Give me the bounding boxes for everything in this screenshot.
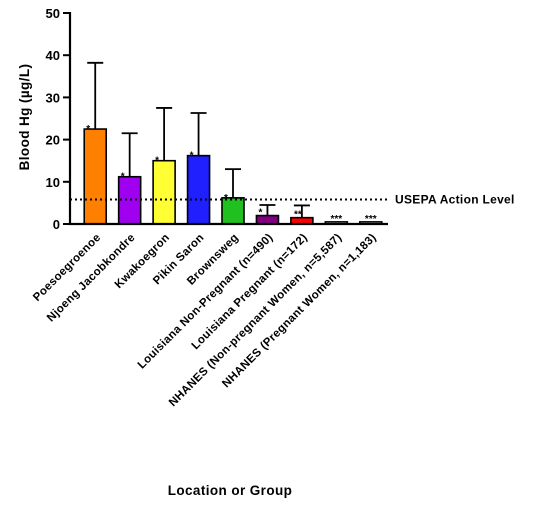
bar bbox=[152, 159, 176, 225]
significance-marker: * bbox=[121, 172, 125, 183]
significance-marker: * bbox=[258, 208, 262, 219]
significance-marker: * bbox=[190, 151, 194, 162]
y-tick-label: 0 bbox=[53, 217, 60, 232]
axes-group: 0 10 20 30 40 50 bbox=[46, 6, 388, 232]
significance-marker: * bbox=[224, 193, 228, 204]
significance-markers-layer: *** *** ** *** *** bbox=[86, 124, 376, 225]
significance-marker: * bbox=[155, 156, 159, 167]
reference-line-label: USEPA Action Level bbox=[395, 193, 515, 207]
bar bbox=[186, 154, 211, 225]
significance-marker: *** bbox=[365, 214, 377, 225]
y-tick-label: 30 bbox=[46, 90, 60, 105]
bar bbox=[83, 128, 108, 225]
y-tick-label: 10 bbox=[46, 175, 60, 190]
x-axis-title: Location or Group bbox=[168, 483, 293, 498]
significance-marker: ** bbox=[294, 210, 302, 221]
reference-line-group: USEPA Action Level bbox=[70, 193, 515, 207]
error-bars-layer bbox=[87, 61, 310, 218]
y-tick-label: 20 bbox=[46, 133, 60, 148]
significance-marker: * bbox=[86, 124, 90, 135]
significance-marker: *** bbox=[330, 214, 342, 225]
y-axis-title: Blood Hg (µg/L) bbox=[17, 64, 32, 171]
y-tick-label: 50 bbox=[46, 6, 60, 21]
y-tick-label: 40 bbox=[46, 48, 60, 63]
